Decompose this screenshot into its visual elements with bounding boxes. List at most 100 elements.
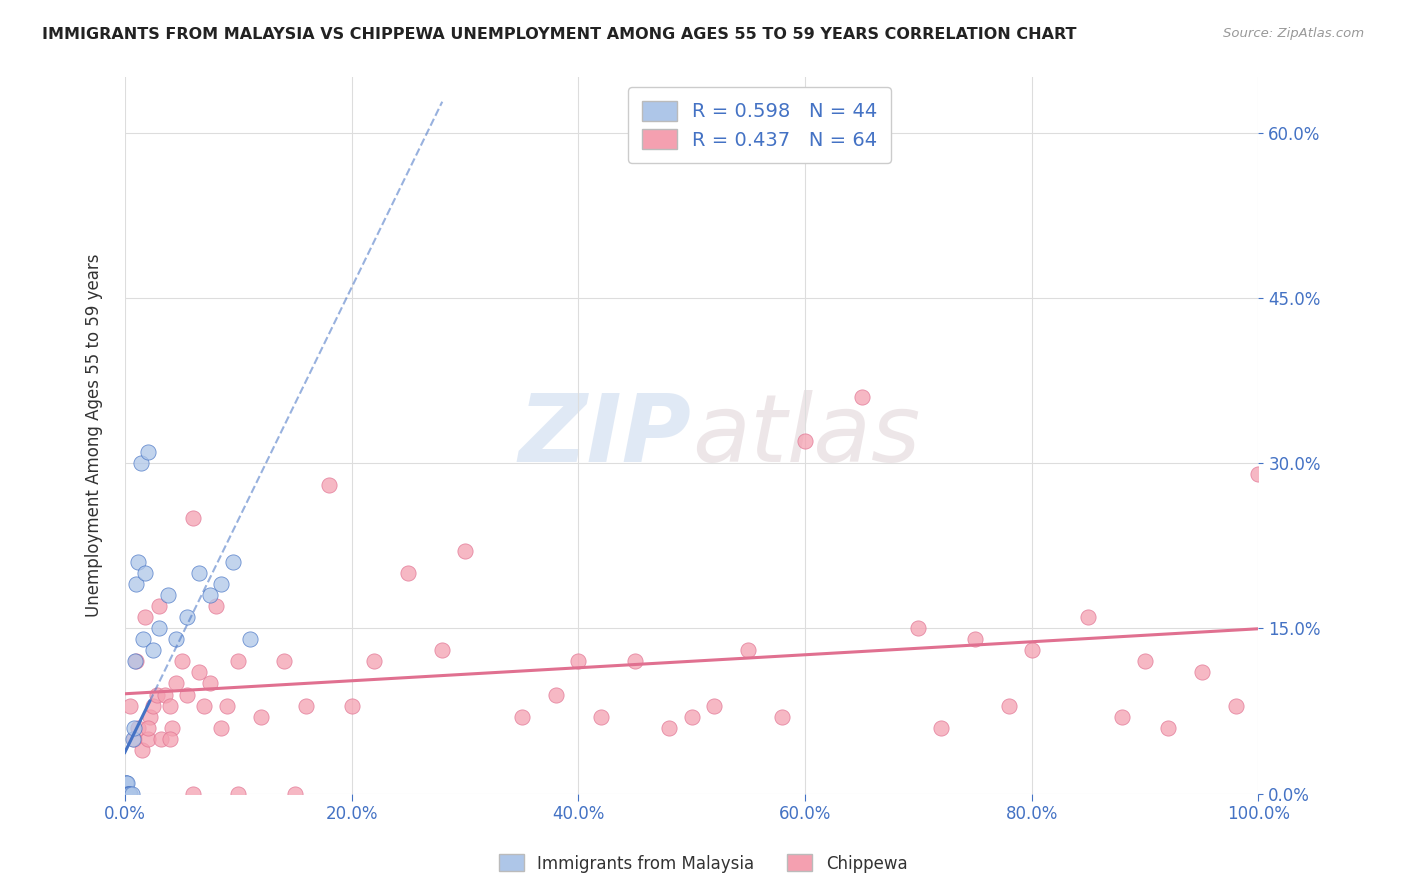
Point [965,632,987,647]
Text: Source: ZipAtlas.com: Source: ZipAtlas.com [1223,27,1364,40]
Point [115,787,138,801]
Point [115,787,138,801]
Point [114,787,136,801]
Point [181,787,204,801]
Point [118,787,141,801]
Point [176,688,198,702]
Point [226,787,249,801]
Point [127,721,149,735]
Point [204,599,226,614]
Point [1191,665,1213,680]
Point [295,698,318,713]
Point [187,665,209,680]
Point [156,588,179,602]
Point [115,775,138,789]
Point [681,709,703,723]
Point [114,787,136,801]
Point [851,390,873,404]
Text: ZIP: ZIP [519,390,692,482]
Point [117,787,139,801]
Point [121,787,143,801]
Point [703,698,725,713]
Point [658,721,681,735]
Point [215,698,238,713]
Point [115,775,138,789]
Point [132,632,155,647]
Point [114,787,136,801]
Point [129,456,152,470]
Point [198,676,221,690]
Point [589,709,612,723]
Point [153,688,176,702]
Point [193,698,215,713]
Point [148,599,170,614]
Point [136,731,159,746]
Point [114,787,136,801]
Point [114,787,136,801]
Point [131,742,153,756]
Point [125,577,148,591]
Point [165,632,187,647]
Point [737,643,759,657]
Point [115,787,138,801]
Point [114,787,136,801]
Point [567,655,589,669]
Point [221,555,243,569]
Point [998,698,1021,713]
Point [114,787,136,801]
Point [115,787,138,801]
Point [226,655,249,669]
Point [1225,698,1247,713]
Point [162,721,184,735]
Point [1111,709,1133,723]
Point [136,721,159,735]
Point [165,676,187,690]
Point [624,655,647,669]
Point [125,655,148,669]
Point [120,787,142,801]
Point [929,721,952,735]
Point [1133,655,1156,669]
Point [187,566,209,581]
Point [134,610,156,624]
Point [1157,721,1180,735]
Y-axis label: Unemployment Among Ages 55 to 59 years: Unemployment Among Ages 55 to 59 years [86,254,103,617]
Point [340,698,363,713]
Point [1247,467,1270,482]
Legend: R = 0.598   N = 44, R = 0.437   N = 64: R = 0.598 N = 44, R = 0.437 N = 64 [628,87,891,163]
Point [454,544,477,558]
Point [794,434,817,448]
Point [284,787,307,801]
Point [127,555,149,569]
Point [209,577,232,591]
Point [209,721,232,735]
Point [159,731,181,746]
Point [115,787,138,801]
Point [907,621,929,635]
Point [510,709,533,723]
Point [115,787,138,801]
Point [250,709,273,723]
Point [181,511,204,525]
Point [1077,610,1099,624]
Point [176,610,198,624]
Point [114,787,136,801]
Point [136,445,159,459]
Text: atlas: atlas [692,390,920,481]
Point [198,588,221,602]
Point [122,731,145,746]
Point [159,698,181,713]
Point [396,566,419,581]
Point [544,688,567,702]
Point [121,731,143,746]
Point [273,655,295,669]
Text: IMMIGRANTS FROM MALAYSIA VS CHIPPEWA UNEMPLOYMENT AMONG AGES 55 TO 59 YEARS CORR: IMMIGRANTS FROM MALAYSIA VS CHIPPEWA UNE… [42,27,1077,42]
Point [120,698,142,713]
Point [1021,643,1043,657]
Point [318,478,340,492]
Point [115,787,138,801]
Point [150,731,173,746]
Point [122,721,145,735]
Point [238,632,260,647]
Point [142,698,165,713]
